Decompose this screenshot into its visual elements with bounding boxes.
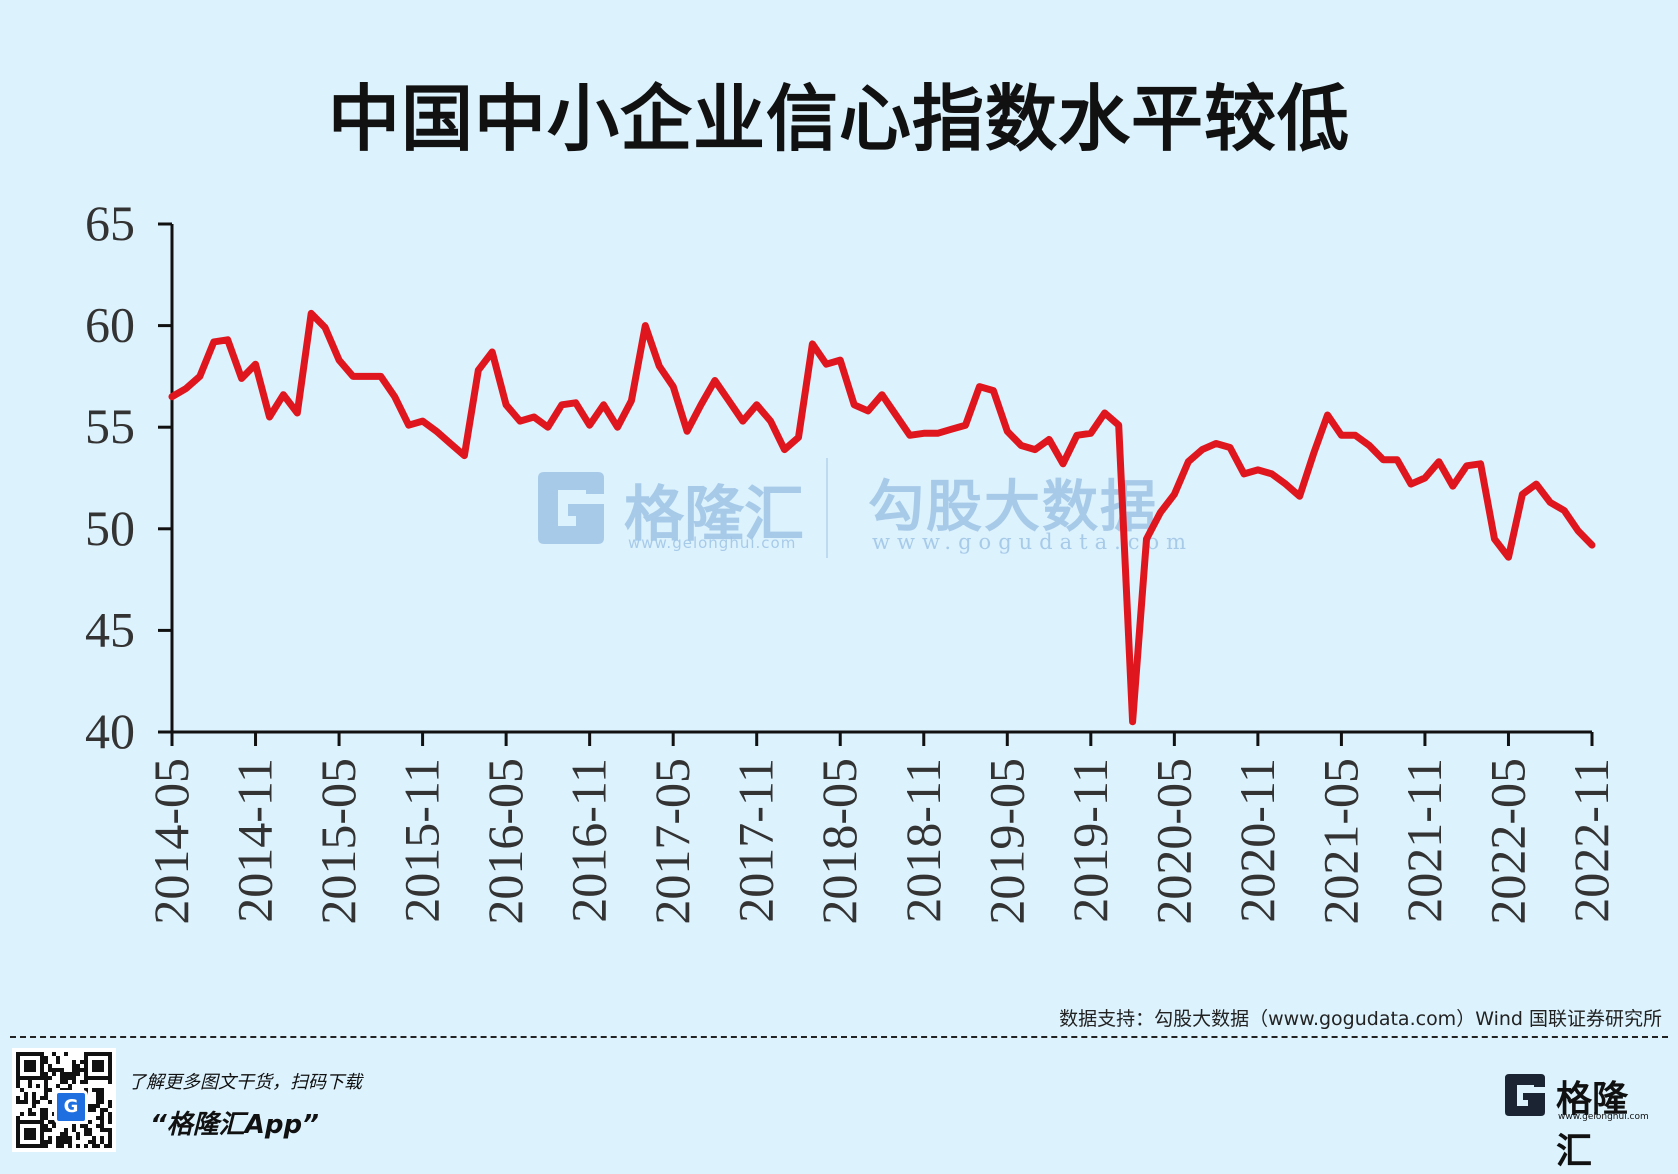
source-note: 数据支持：勾股大数据（www.gogudata.com）Wind 国联证券研究所 [1059, 1004, 1662, 1031]
brand-logo-icon [1502, 1072, 1548, 1118]
promo-text: 了解更多图文干货，扫码下载 [128, 1068, 362, 1094]
x-tick-label: 2014-11 [227, 758, 283, 923]
line-chart: 40 45 50 55 60 65 2014-05 2014-11 2015-05 2015-1… [0, 0, 1678, 1000]
series-layer [172, 313, 1592, 721]
y-tick-label: 55 [85, 398, 135, 454]
y-tick-label: 45 [85, 601, 135, 657]
x-tick-label: 2020-11 [1229, 758, 1285, 923]
y-tick-label: 65 [85, 195, 135, 251]
x-tick-label: 2018-05 [811, 758, 867, 925]
x-axis-ticks: 2014-05 2014-11 2015-05 2015-11 2016-05 2016-… [143, 732, 1619, 925]
brand-url: www.gelonghui.com [1558, 1112, 1649, 1122]
x-tick-label: 2014-05 [143, 758, 199, 925]
qr-code[interactable]: G [12, 1048, 116, 1152]
promo-app-name: “格隆汇App” [150, 1104, 319, 1141]
chart-axes [172, 224, 1592, 732]
series-line [172, 313, 1592, 721]
x-tick-label: 2015-05 [310, 758, 366, 925]
footer-divider [10, 1036, 1668, 1038]
qr-logo-icon: G [54, 1090, 88, 1124]
y-tick-label: 40 [85, 703, 135, 759]
x-tick-label: 2019-05 [978, 758, 1034, 925]
x-tick-label: 2017-11 [728, 758, 784, 923]
brand-logo: 格隆汇 www.gelonghui.com [1502, 1070, 1662, 1126]
x-tick-label: 2022-05 [1479, 758, 1535, 925]
x-tick-label: 2022-11 [1563, 758, 1619, 923]
x-tick-label: 2021-05 [1312, 758, 1368, 925]
x-tick-label: 2021-11 [1396, 758, 1452, 923]
x-tick-label: 2019-11 [1062, 758, 1118, 923]
y-axis-ticks: 40 45 50 55 60 65 [85, 195, 172, 759]
y-tick-label: 60 [85, 297, 135, 353]
y-tick-label: 50 [85, 500, 135, 556]
x-tick-label: 2020-05 [1145, 758, 1201, 925]
x-tick-label: 2015-11 [394, 758, 450, 923]
brand-name: 格隆汇 [1556, 1070, 1662, 1174]
x-tick-label: 2016-05 [477, 758, 533, 925]
x-tick-label: 2017-05 [644, 758, 700, 925]
x-tick-label: 2016-11 [561, 758, 617, 923]
x-tick-label: 2018-11 [895, 758, 951, 923]
